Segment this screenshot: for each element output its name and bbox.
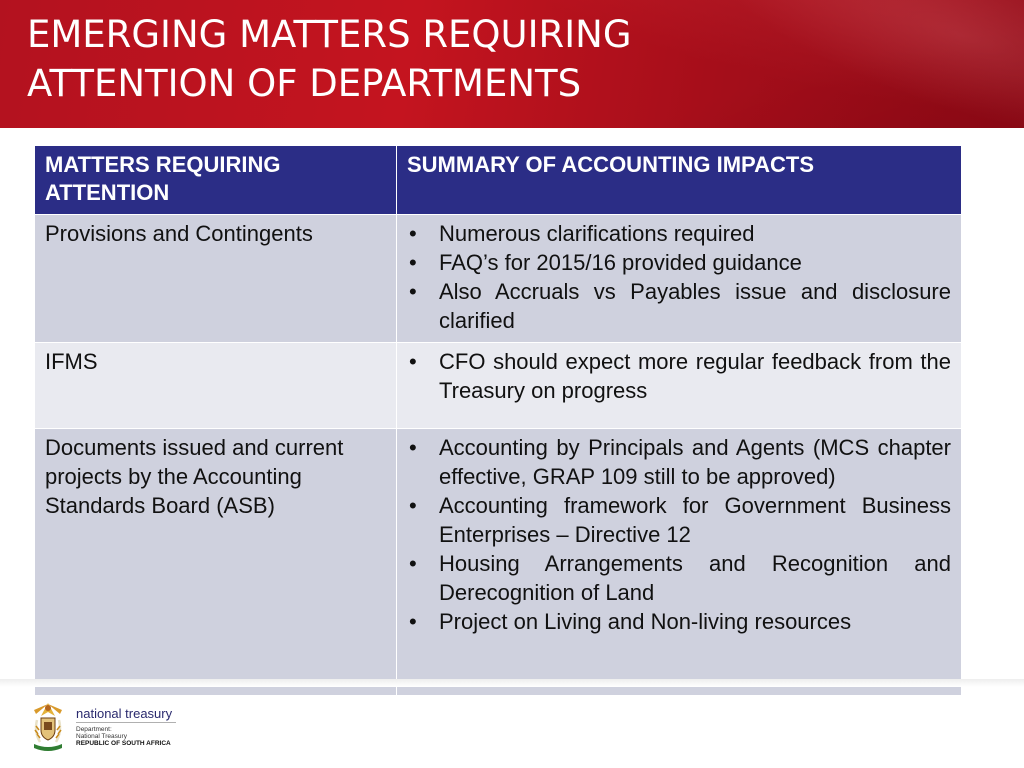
slide-title: EMERGING MATTERS REQUIRING ATTENTION OF … [27,13,632,105]
footer-divider [0,679,1024,687]
logo-department-name: National Treasury [76,733,127,740]
table-row: Documents issued and current projects by… [34,428,962,696]
impact-item: Numerous clarifications required [407,219,951,248]
impact-item: Also Accruals vs Payables issue and disc… [407,277,951,335]
matter-cell: Documents issued and current projects by… [34,428,397,696]
title-banner: EMERGING MATTERS REQUIRING ATTENTION OF … [0,0,1024,128]
logo-wordmark: national treasury [76,706,173,721]
matters-table: MATTERS REQUIRING ATTENTION SUMMARY OF A… [34,145,962,696]
impact-item: Project on Living and Non-living resourc… [407,607,951,636]
matter-cell: IFMS [34,342,397,429]
impact-list: CFO should expect more regular feedback … [407,347,951,405]
column-header-impacts: SUMMARY OF ACCOUNTING IMPACTS [396,145,962,215]
impact-item: Housing Arrangements and Recognition and… [407,549,951,607]
logo-rule [76,722,176,723]
logo-country: REPUBLIC OF SOUTH AFRICA [76,740,171,747]
impact-list: Accounting by Principals and Agents (MCS… [407,433,951,636]
national-treasury-logo: national treasury Department: National T… [28,700,188,754]
impact-item: Accounting by Principals and Agents (MCS… [407,433,951,491]
impact-list: Numerous clarifications required FAQ’s f… [407,219,951,335]
table-header-row: MATTERS REQUIRING ATTENTION SUMMARY OF A… [34,145,962,215]
table-row: Provisions and Contingents Numerous clar… [34,214,962,343]
impacts-cell: Accounting by Principals and Agents (MCS… [396,428,962,696]
logo-department-label: Department: [76,726,112,733]
impacts-cell: Numerous clarifications required FAQ’s f… [396,214,962,343]
table-row: IFMS CFO should expect more regular feed… [34,342,962,429]
impact-item: Accounting framework for Government Busi… [407,491,951,549]
coat-of-arms-icon [34,703,62,751]
matter-cell: Provisions and Contingents [34,214,397,343]
column-header-matters: MATTERS REQUIRING ATTENTION [34,145,397,215]
impact-item: CFO should expect more regular feedback … [407,347,951,405]
impact-item: FAQ’s for 2015/16 provided guidance [407,248,951,277]
impacts-cell: CFO should expect more regular feedback … [396,342,962,429]
